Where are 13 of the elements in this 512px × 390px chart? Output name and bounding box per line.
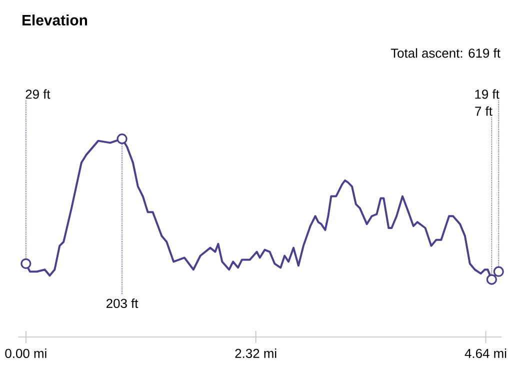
x-tick-label: 2.32 mi: [235, 348, 276, 358]
annotation: 29 ft: [26, 89, 50, 99]
x-tick-label: 4.64 mi: [464, 348, 506, 358]
point: [116, 134, 128, 144]
point: [493, 266, 504, 277]
annotation: 7 ft: [475, 106, 492, 116]
annotation: 203 ft: [106, 298, 138, 308]
chart-title: Elevation: [22, 14, 88, 26]
point: [486, 274, 497, 285]
x-tick-label: 0.00 mi: [5, 348, 46, 358]
chart-subtitle: Total ascent: 619 ft: [390, 48, 500, 58]
annotation: 19 ft: [475, 89, 500, 99]
point: [20, 258, 32, 269]
